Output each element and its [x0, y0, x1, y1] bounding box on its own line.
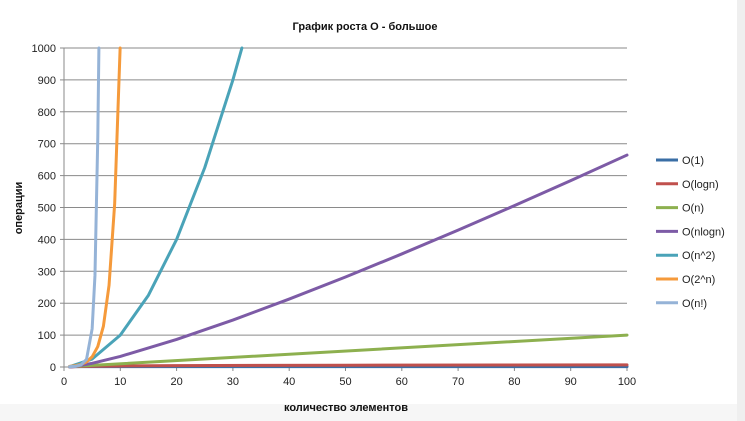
x-tick-label: 0 [61, 376, 67, 388]
y-tick-label: 200 [38, 298, 56, 310]
y-axis-title: операции [13, 182, 25, 235]
x-tick-label: 90 [565, 376, 577, 388]
legend-label-o-n-2: O(n^2) [682, 250, 715, 262]
legend: O(1) O(logn) O(n) O(nlogn) O(n^2) O(2^n) O(n!) [656, 155, 725, 310]
y-tick-label: 400 [38, 234, 56, 246]
legend-label-o-n: O(n!) [682, 298, 707, 310]
x-tick-label: 70 [452, 376, 464, 388]
x-tick-label: 100 [618, 376, 636, 388]
x-axis-title: количество элементов [284, 402, 408, 414]
x-tick-label: 20 [170, 376, 182, 388]
y-tick-label: 300 [38, 266, 56, 278]
series-lines [68, 46, 629, 369]
x-tick-label: 40 [283, 376, 295, 388]
legend-label-o-logn: O(logn) [682, 179, 719, 191]
axes: 0 100 200 300 400 500 600 700 800 900 1000 0 10 20 30 4… [32, 43, 637, 388]
y-tick-label: 1000 [32, 43, 56, 55]
y-tick-label: 100 [38, 330, 56, 342]
x-tick-label: 30 [227, 376, 239, 388]
y-tick-label: 0 [50, 362, 56, 374]
y-tick-label: 900 [38, 75, 56, 87]
x-tick-label: 10 [114, 376, 126, 388]
grid-lines [64, 47, 627, 368]
legend-label-o-n: O(n) [682, 203, 704, 215]
series-line-o-nlogn [68, 153, 629, 369]
x-tick-label: 80 [508, 376, 520, 388]
series-line-o-n [68, 333, 629, 369]
legend-label-o-2-n: O(2^n) [682, 274, 715, 286]
legend-label-o-1: O(1) [682, 155, 704, 167]
y-tick-label: 700 [38, 139, 56, 151]
y-tick-label: 800 [38, 107, 56, 119]
y-tick-label: 500 [38, 203, 56, 215]
right-band [737, 0, 745, 421]
x-tick-label: 60 [396, 376, 408, 388]
bottom-band [0, 404, 745, 421]
x-tick-label: 50 [339, 376, 351, 388]
series-line-o-n [68, 46, 101, 369]
legend-label-o-nlogn: O(nlogn) [682, 226, 725, 238]
series-line-o-n-2 [68, 46, 244, 369]
y-tick-label: 600 [38, 171, 56, 183]
chart-title: График роста O - большое [293, 21, 438, 33]
